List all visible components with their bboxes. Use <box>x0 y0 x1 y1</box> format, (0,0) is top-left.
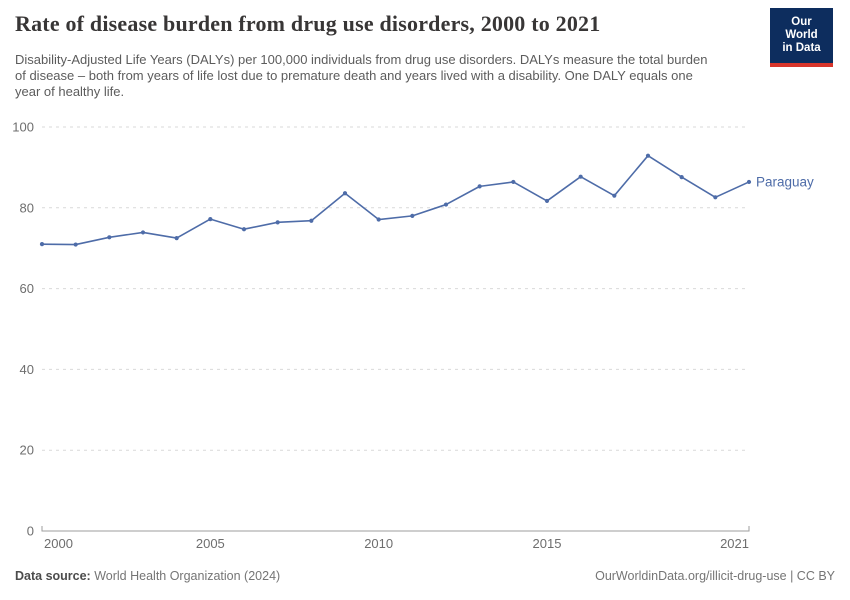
data-point-2018[interactable] <box>645 153 651 158</box>
series-label-paraguay[interactable]: Paraguay <box>756 174 814 189</box>
x-tick-label-2021: 2021 <box>720 536 749 551</box>
data-point-2021[interactable] <box>746 179 752 185</box>
data-point-2019[interactable] <box>679 174 684 180</box>
x-axis-line <box>41 526 750 532</box>
data-point-2000[interactable] <box>39 242 45 247</box>
chart-subtitle: Disability-Adjusted Life Years (DALYs) p… <box>15 52 708 99</box>
data-point-2005[interactable] <box>208 217 213 222</box>
data-point-2017[interactable] <box>612 193 617 198</box>
data-point-2014[interactable] <box>511 179 516 185</box>
data-source-value: World Health Organization (2024) <box>94 569 281 583</box>
data-point-2020[interactable] <box>713 195 718 200</box>
data-point-2009[interactable] <box>342 191 348 196</box>
x-tick-label-2000: 2000 <box>44 536 73 551</box>
data-point-2010[interactable] <box>376 217 381 222</box>
data-point-2006[interactable] <box>241 227 247 232</box>
page-title: Rate of disease burden from drug use dis… <box>15 11 601 36</box>
data-point-2013[interactable] <box>477 184 482 189</box>
footer-license-link[interactable]: OurWorldinData.org/illicit-drug-use | CC… <box>595 569 835 583</box>
data-point-2008[interactable] <box>309 218 314 223</box>
y-tick-label-60: 60 <box>20 281 34 296</box>
data-point-2002[interactable] <box>107 235 112 240</box>
line-chart[interactable]: 0 20 40 60 80 100 2000 2005 2010 2015 2021 Paraguay <box>0 110 850 570</box>
data-point-2003[interactable] <box>140 230 146 235</box>
data-point-2015[interactable] <box>544 198 550 204</box>
y-tick-label-20: 20 <box>20 443 34 458</box>
data-point-2012[interactable] <box>443 202 449 207</box>
y-tick-label-80: 80 <box>20 200 34 215</box>
data-source-label: Data source: <box>15 569 91 583</box>
owid-logo-line1: Our World <box>785 16 818 41</box>
data-point-2007[interactable] <box>275 220 280 225</box>
y-tick-label-40: 40 <box>20 362 34 377</box>
data-point-2016[interactable] <box>578 174 583 179</box>
data-source: Data source: World Health Organization (… <box>15 569 280 583</box>
y-tick-label-0: 0 <box>27 524 34 539</box>
x-tick-label-2010: 2010 <box>364 536 393 551</box>
data-point-2011[interactable] <box>410 213 415 218</box>
owid-logo-line2: in Data <box>782 42 821 54</box>
series-line-paraguay[interactable] <box>41 154 750 246</box>
y-tick-label-100: 100 <box>12 120 34 135</box>
x-tick-label-2005: 2005 <box>196 536 225 551</box>
data-point-2004[interactable] <box>174 236 179 241</box>
owid-logo[interactable]: Our World in Data <box>770 8 833 67</box>
x-tick-label-2015: 2015 <box>533 536 562 551</box>
data-point-2001[interactable] <box>73 242 78 247</box>
